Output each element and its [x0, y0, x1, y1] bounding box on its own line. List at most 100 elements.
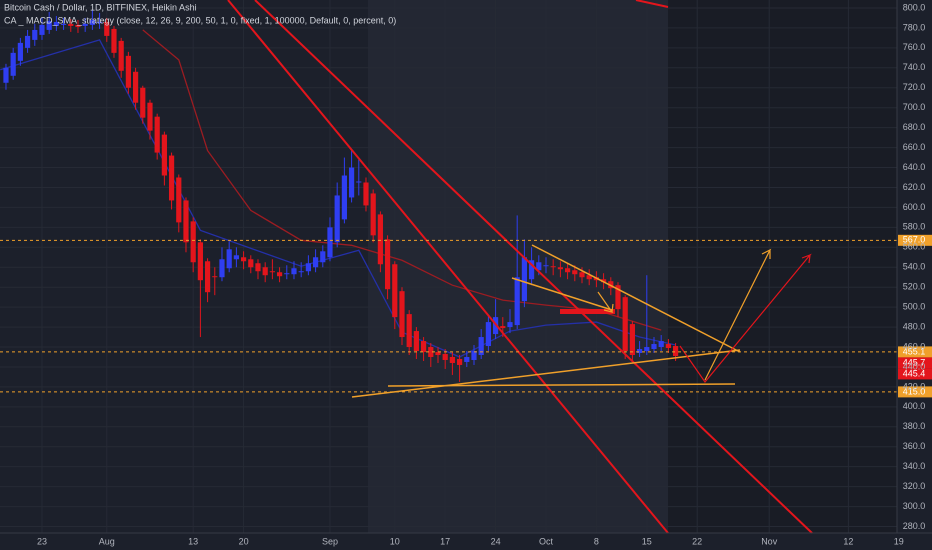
candle-body	[176, 177, 182, 223]
x-tick-label: 19	[894, 536, 904, 546]
price-label: 445.7	[903, 357, 926, 367]
candle-body	[377, 214, 383, 265]
indicator-label: CA _ MACD_SMA_strategy (close, 12, 26, 9…	[4, 15, 396, 25]
candle-body	[118, 40, 124, 71]
candle-body	[24, 35, 31, 48]
grid	[696, 0, 849, 533]
candle-body	[334, 195, 340, 243]
candle-body	[341, 175, 347, 220]
shaded-region	[368, 0, 668, 533]
price-label: 567.0	[903, 235, 926, 245]
candle-body	[406, 314, 412, 348]
candle-body	[327, 227, 333, 258]
candle-body	[284, 273, 290, 275]
candle-body	[82, 23, 88, 26]
y-tick-label: 340.0	[903, 461, 926, 471]
triangle-upper	[531, 244, 741, 353]
y-tick-label: 320.0	[903, 481, 926, 491]
support-line	[387, 383, 736, 387]
x-tick-label: 12	[843, 536, 853, 546]
candle-body	[75, 24, 81, 27]
y-tick-label: 780.0	[903, 22, 926, 32]
candle-body	[305, 263, 311, 272]
x-tick-label: 20	[239, 536, 249, 546]
candle-body	[572, 270, 578, 275]
candle-body	[269, 271, 275, 273]
candle-body	[521, 257, 527, 302]
y-tick-label: 720.0	[903, 82, 926, 92]
candle-body	[536, 262, 542, 271]
candle-body	[3, 67, 9, 83]
candle-body	[651, 344, 657, 350]
candle-body	[557, 267, 563, 270]
candle-body	[10, 52, 16, 76]
candle-body	[464, 356, 470, 362]
candle-body	[456, 358, 463, 365]
candle-body	[248, 259, 254, 268]
candle-body	[154, 116, 160, 153]
y-tick-label: 280.0	[903, 521, 926, 531]
y-tick-label: 300.0	[903, 501, 926, 511]
candle-body	[672, 346, 679, 356]
candle-body	[528, 260, 535, 280]
candle-body	[17, 42, 23, 61]
candle-body	[320, 251, 326, 263]
candle-body	[32, 29, 38, 40]
price-label-box	[898, 234, 932, 246]
y-tick-label: 660.0	[903, 142, 926, 152]
y-tick-label: 480.0	[903, 321, 926, 331]
y-tick-label: 420.0	[903, 381, 926, 391]
y-tick-label: 600.0	[903, 202, 926, 212]
candle-body	[60, 23, 67, 25]
arrow	[597, 291, 614, 313]
moving-average	[142, 29, 662, 331]
price-label-box	[898, 386, 932, 398]
candle-body	[543, 265, 549, 267]
candle-body	[392, 264, 398, 318]
candle-body	[96, 21, 103, 23]
future-region	[668, 0, 897, 533]
candle-body	[348, 167, 355, 198]
candle-body	[161, 134, 167, 176]
candle-body	[356, 181, 362, 183]
candle-body	[399, 291, 405, 338]
x-tick-label: Nov	[761, 536, 778, 546]
candle-body	[226, 249, 232, 269]
candle-body	[413, 331, 419, 352]
candle-body	[168, 155, 175, 201]
x-tick-label: 15	[642, 536, 652, 546]
price-label: 445.4	[903, 368, 926, 378]
trend-line	[227, 0, 669, 534]
candle-body	[485, 322, 491, 347]
candle-body	[240, 257, 247, 262]
x-tick-label: 22	[692, 536, 702, 546]
y-tick-label: 560.0	[903, 242, 926, 252]
x-tick-label: 8	[594, 536, 599, 546]
price-label: 455.1	[903, 346, 926, 356]
candle-body	[89, 19, 95, 25]
y-tick-label: 440.0	[903, 361, 926, 371]
candle-body	[363, 182, 369, 206]
candle-body	[183, 200, 189, 243]
x-tick-label: 23	[37, 536, 47, 546]
y-tick-label: 740.0	[903, 62, 926, 72]
price-label: 415.0	[903, 386, 926, 396]
y-tick-label: 400.0	[903, 401, 926, 411]
candle-body	[312, 257, 319, 268]
x-tick-label: Oct	[539, 536, 554, 546]
candle-body	[233, 255, 239, 260]
candle-body	[442, 354, 448, 360]
candle-body	[478, 337, 484, 356]
channel-line	[511, 277, 613, 311]
y-tick-label: 460.0	[903, 341, 926, 351]
candle-body	[622, 297, 628, 352]
y-tick-label: 700.0	[903, 102, 926, 112]
candle-body	[46, 20, 52, 30]
candle-body	[147, 102, 153, 131]
candle-body	[449, 356, 455, 363]
y-tick-label: 520.0	[903, 282, 926, 292]
x-tick-label: Sep	[322, 536, 338, 546]
drawings	[227, 0, 813, 534]
candle-body	[276, 272, 283, 277]
